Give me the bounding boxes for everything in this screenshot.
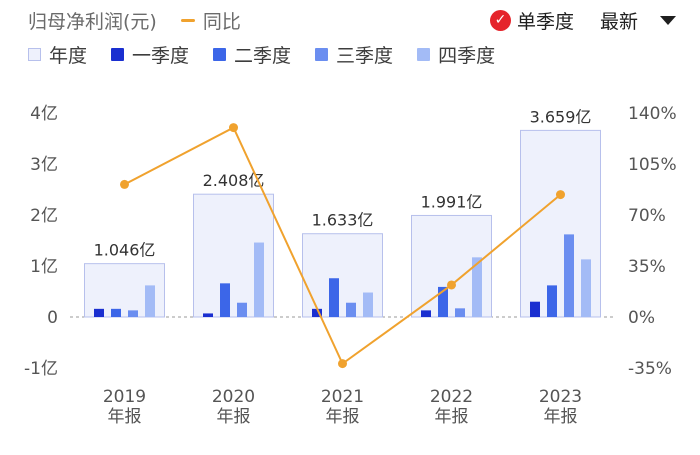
y-tick-label: 4亿 bbox=[30, 104, 58, 124]
caret-down-icon bbox=[660, 15, 676, 25]
chart-controls: ✓ 单季度 最新 bbox=[489, 6, 676, 34]
year-swatch bbox=[28, 47, 41, 61]
legend-item-q3[interactable]: 三季度 bbox=[315, 41, 393, 68]
yoy-point bbox=[447, 280, 456, 290]
sort-dropdown[interactable]: 最新 bbox=[600, 7, 676, 34]
legend-label-year: 年度 bbox=[49, 44, 88, 67]
legend-item-year[interactable]: 年度 bbox=[28, 41, 87, 68]
quarter-bar bbox=[329, 278, 339, 317]
year-total-label: 2.408亿 bbox=[203, 171, 265, 190]
legend-label-q2: 二季度 bbox=[234, 44, 292, 67]
quarter-bar bbox=[547, 285, 557, 317]
legend-item-q2[interactable]: 二季度 bbox=[213, 41, 291, 68]
y2-tick-label: 105% bbox=[628, 155, 677, 175]
quarter-bar bbox=[237, 302, 247, 317]
x-category-label: 年报 bbox=[435, 407, 469, 427]
single-quarter-toggle[interactable]: ✓ 单季度 bbox=[489, 7, 574, 34]
yoy-point bbox=[229, 123, 238, 133]
x-category-label: 年报 bbox=[217, 407, 251, 427]
legend-label-q3: 三季度 bbox=[336, 44, 394, 67]
quarter-bar bbox=[203, 313, 213, 317]
legend-item-q1[interactable]: 一季度 bbox=[111, 41, 189, 68]
year-total-label: 3.659亿 bbox=[530, 107, 592, 126]
year-total-label: 1.991亿 bbox=[421, 192, 483, 211]
y-tick-label: 3亿 bbox=[30, 155, 58, 175]
yoy-line-swatch bbox=[180, 18, 195, 22]
y2-tick-label: -35% bbox=[628, 359, 672, 379]
single-quarter-label: 单季度 bbox=[516, 10, 574, 33]
x-category-label: 2023 bbox=[539, 387, 582, 407]
check-icon: ✓ bbox=[489, 9, 511, 31]
legend-row-top: 归母净利润(元) 同比 bbox=[0, 6, 700, 34]
quarter-bar bbox=[363, 292, 373, 317]
x-category-label: 年报 bbox=[326, 407, 360, 427]
legend-label-q1: 一季度 bbox=[132, 44, 190, 67]
q4-swatch bbox=[417, 47, 431, 61]
quarter-bar bbox=[145, 285, 155, 317]
quarter-bar bbox=[564, 234, 574, 317]
quarter-bar bbox=[94, 308, 104, 317]
year-total-label: 1.633亿 bbox=[312, 211, 374, 230]
quarter-bar bbox=[581, 259, 591, 317]
quarter-bar bbox=[346, 302, 356, 317]
x-category-label: 2019 bbox=[103, 387, 146, 407]
y2-tick-label: 35% bbox=[628, 257, 666, 277]
quarter-bar bbox=[530, 301, 540, 317]
x-category-label: 年报 bbox=[544, 407, 578, 427]
yoy-point bbox=[556, 190, 565, 200]
y-tick-label: 0 bbox=[47, 308, 58, 328]
x-category-label: 2020 bbox=[212, 387, 255, 407]
yoy-point bbox=[120, 179, 129, 189]
y-tick-label: 1亿 bbox=[30, 257, 58, 277]
quarter-bar bbox=[438, 286, 448, 317]
legend-label-q4: 四季度 bbox=[438, 44, 496, 67]
legend-item-main-series: 归母净利润(元) bbox=[28, 7, 157, 34]
quarter-bar bbox=[128, 310, 138, 317]
legend-label-yoy: 同比 bbox=[202, 10, 241, 33]
quarter-bar bbox=[312, 308, 322, 317]
y-tick-label: 2亿 bbox=[30, 206, 58, 226]
y2-tick-label: 0% bbox=[628, 308, 655, 328]
sort-label: 最新 bbox=[599, 10, 638, 33]
y2-tick-label: 140% bbox=[628, 104, 677, 124]
quarter-bar bbox=[111, 308, 121, 317]
q3-swatch bbox=[315, 47, 329, 61]
legend-row-bottom: 年度 一季度 二季度 三季度 四季度 bbox=[0, 40, 700, 68]
legend-label-main: 归母净利润(元) bbox=[28, 10, 157, 33]
legend-item-yoy[interactable]: 同比 bbox=[180, 7, 241, 34]
year-total-label: 1.046亿 bbox=[94, 241, 156, 260]
y-tick-label: -1亿 bbox=[24, 359, 58, 379]
quarter-bar bbox=[455, 308, 465, 317]
quarter-bar bbox=[472, 257, 482, 317]
quarter-bar bbox=[421, 310, 431, 317]
legend-item-q4[interactable]: 四季度 bbox=[417, 41, 495, 68]
q1-swatch bbox=[111, 47, 125, 61]
x-category-label: 2021 bbox=[321, 387, 364, 407]
quarter-bar bbox=[220, 283, 230, 317]
quarter-bar bbox=[254, 242, 264, 317]
x-category-label: 年报 bbox=[108, 407, 142, 427]
y2-tick-label: 70% bbox=[628, 206, 666, 226]
yoy-point bbox=[338, 359, 347, 369]
q2-swatch bbox=[213, 47, 227, 61]
x-category-label: 2022 bbox=[430, 387, 473, 407]
